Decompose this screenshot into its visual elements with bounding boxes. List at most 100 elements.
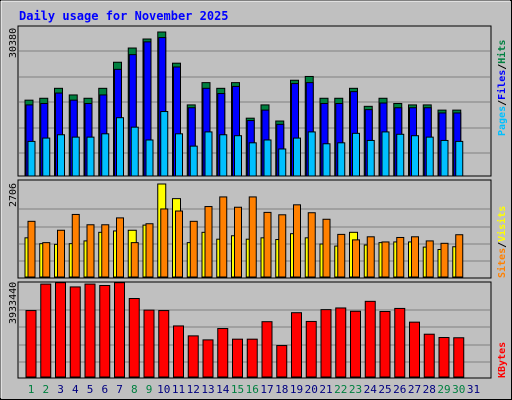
- bar-pages: [27, 140, 36, 177]
- x-axis-label: 14: [216, 383, 230, 396]
- bar-pages: [234, 135, 242, 177]
- bar-pages: [175, 133, 183, 177]
- legend-kbytes: KBytes: [497, 342, 508, 378]
- bar-sites: [234, 206, 242, 278]
- x-axis-label: 12: [187, 383, 200, 396]
- bar-sites: [86, 224, 95, 278]
- bar-pages: [204, 131, 213, 177]
- bar-kbytes: [320, 309, 332, 378]
- bar-sites: [175, 210, 183, 278]
- x-axis-label: 28: [423, 383, 436, 396]
- bar-kbytes: [305, 320, 317, 378]
- legend-hits: Hits: [496, 40, 508, 64]
- bar-kbytes: [143, 309, 155, 378]
- x-axis-labels: 1 2 3 4 5 6 7 8 9 10 11 12 13 14 15 16 17 18 19 20 21 22 23 24 2…: [28, 383, 480, 396]
- bar-pages: [57, 134, 65, 177]
- bar-pages: [145, 139, 154, 177]
- x-axis-label: 16: [246, 383, 259, 396]
- bar-pages: [71, 136, 80, 177]
- bar-sites: [411, 236, 419, 278]
- bar-pages: [101, 133, 110, 177]
- x-axis-label: 4: [72, 383, 79, 396]
- bar-pages: [116, 117, 124, 177]
- legend-middle: Sites/Visits: [496, 206, 508, 278]
- x-axis-label: 21: [319, 383, 332, 396]
- bar-sites: [130, 242, 139, 278]
- chart-title: Daily usage for November 2025: [19, 9, 229, 23]
- bar-sites: [248, 196, 257, 278]
- x-axis-label: 9: [146, 383, 153, 396]
- bar-sites: [145, 223, 154, 278]
- bar-pages: [440, 139, 449, 177]
- bar-kbytes: [173, 325, 184, 378]
- x-axis-label: 20: [305, 383, 318, 396]
- legend-top: Pages/Files/Hits: [496, 40, 508, 136]
- bar-kbytes: [379, 311, 391, 378]
- x-axis-label: 6: [101, 383, 108, 396]
- bar-sites: [71, 213, 80, 278]
- bar-kbytes: [453, 337, 465, 378]
- bar-pages: [248, 142, 257, 177]
- x-axis-label: 22: [334, 383, 347, 396]
- bar-kbytes: [335, 307, 347, 378]
- bar-kbytes: [350, 310, 361, 378]
- bar-pages: [455, 140, 464, 177]
- x-axis-label: 24: [364, 383, 378, 396]
- x-axis-label: 15: [231, 383, 244, 396]
- bar-kbytes: [409, 321, 420, 378]
- bar-pages: [337, 142, 346, 177]
- x-axis-label: 18: [275, 383, 288, 396]
- max-label-hits: 30380: [8, 28, 19, 58]
- max-label-kbytes: 3933440: [8, 282, 19, 324]
- bar-kbytes: [232, 338, 243, 378]
- bar-pages: [219, 134, 228, 177]
- x-axis-label: 19: [290, 383, 303, 396]
- bar-pages: [425, 136, 434, 177]
- bar-pages: [293, 137, 301, 177]
- x-axis-label: 25: [378, 383, 391, 396]
- bar-kbytes: [438, 337, 450, 378]
- legend-visits: Visits: [496, 206, 508, 242]
- x-axis-label: 1: [28, 383, 35, 396]
- bar-sites: [204, 206, 213, 278]
- x-axis-label: 29: [437, 383, 450, 396]
- bar-pages: [322, 143, 331, 177]
- bar-kbytes: [99, 284, 111, 378]
- bar-kbytes: [217, 328, 229, 378]
- bar-kbytes: [261, 321, 273, 378]
- bar-pages: [42, 137, 51, 177]
- bar-kbytes: [291, 312, 302, 378]
- bar-sites: [219, 196, 228, 278]
- bar-sites: [307, 212, 316, 278]
- bar-pages: [263, 139, 272, 177]
- bar-sites: [116, 217, 124, 278]
- bar-kbytes: [423, 333, 435, 378]
- x-axis-label: 2: [42, 383, 49, 396]
- x-axis-label: 27: [408, 383, 421, 396]
- bar-sites: [101, 224, 110, 278]
- bar-kbytes: [187, 335, 199, 378]
- legend-sep-2: /: [497, 64, 508, 70]
- bar-kbytes: [128, 298, 140, 378]
- bar-sites: [160, 208, 169, 278]
- bars: [24, 31, 465, 378]
- x-axis-label: 17: [260, 383, 273, 396]
- bar-pages: [352, 132, 360, 177]
- bar-kbytes: [114, 282, 125, 378]
- legend-pages: Pages: [497, 106, 508, 136]
- bar-sites: [396, 236, 405, 278]
- bar-pages: [189, 145, 198, 177]
- bar-kbytes: [276, 345, 288, 378]
- bar-sites: [352, 239, 360, 278]
- bar-pages: [381, 131, 390, 177]
- bar-sites: [381, 241, 390, 278]
- bar-sites: [189, 220, 198, 278]
- bar-kbytes: [394, 307, 406, 378]
- x-axis-label: 3: [57, 383, 64, 396]
- bar-kbytes: [25, 310, 37, 378]
- bar-sites: [366, 236, 375, 278]
- bar-sites: [440, 242, 449, 278]
- x-axis-label: 7: [116, 383, 123, 396]
- bar-kbytes: [158, 310, 170, 378]
